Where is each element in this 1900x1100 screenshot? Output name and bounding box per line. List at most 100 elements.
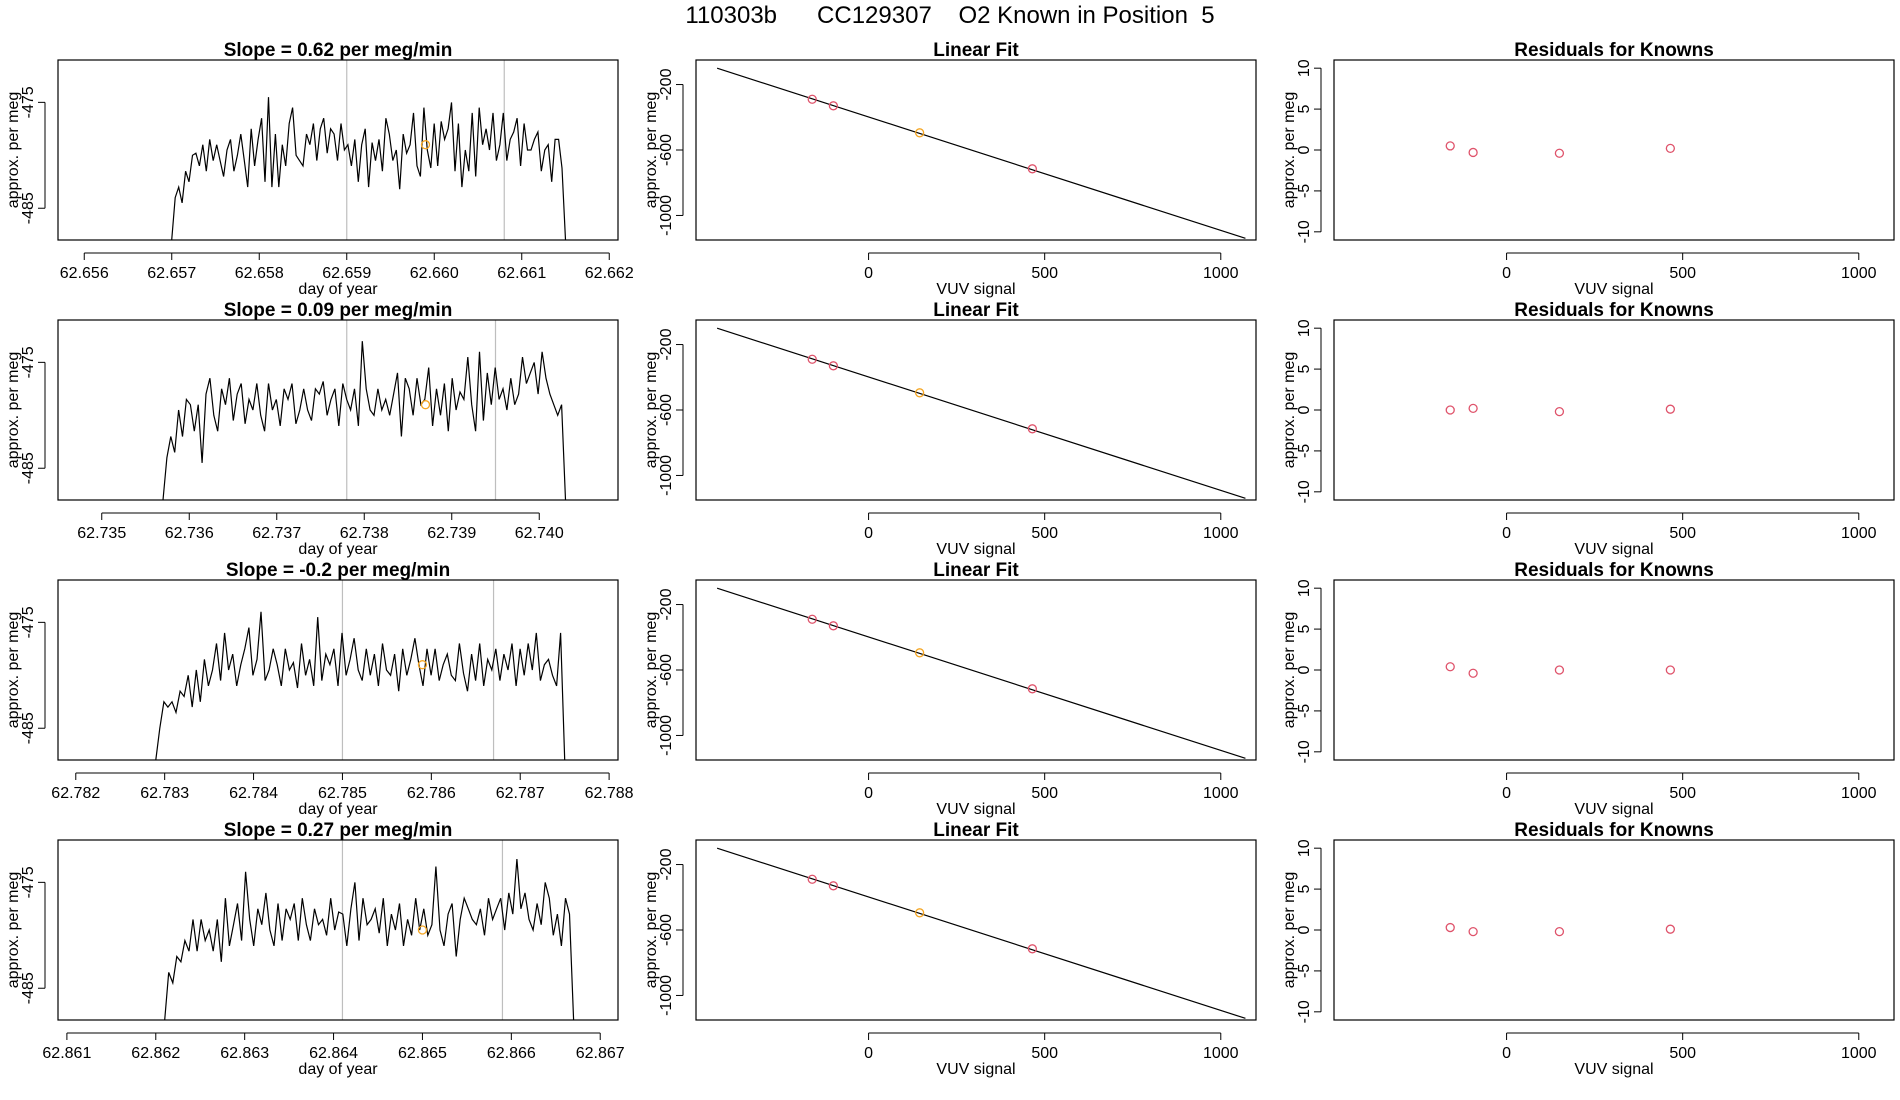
y-axis-label: approx. per meg bbox=[643, 612, 660, 729]
x-tick-label: 62.783 bbox=[140, 785, 189, 802]
x-tick-label: 62.784 bbox=[229, 785, 278, 802]
fit-line bbox=[716, 587, 1246, 759]
y-tick-label: -485 bbox=[20, 972, 37, 1004]
chart-title: Slope = 0.62 per meg/min bbox=[224, 40, 453, 61]
known-point bbox=[1445, 405, 1455, 415]
x-tick-label: 62.658 bbox=[235, 265, 284, 282]
x-tick-label: 62.866 bbox=[487, 1045, 536, 1062]
known-point bbox=[1027, 164, 1038, 174]
plot-area bbox=[162, 341, 567, 500]
chart-panel: Linear Fit 0 500 1000 VUV signal -1000 -600 -20… bbox=[643, 820, 1257, 1078]
known-point bbox=[828, 621, 839, 631]
x-tick-label: 0 bbox=[864, 525, 873, 542]
known-point bbox=[828, 881, 839, 891]
known-point bbox=[1665, 143, 1676, 154]
x-axis-label: day of year bbox=[298, 281, 378, 298]
y-tick-label: -475 bbox=[20, 866, 37, 898]
x-tick-label: 500 bbox=[1031, 265, 1058, 282]
y-axis-label: approx. per meg bbox=[1281, 92, 1298, 209]
series-line bbox=[171, 97, 567, 240]
x-axis-label: day of year bbox=[298, 801, 378, 818]
known-point bbox=[807, 94, 817, 104]
sample-point bbox=[914, 648, 925, 658]
known-point bbox=[807, 614, 817, 624]
plot-frame bbox=[1333, 579, 1895, 761]
y-tick-label: -200 bbox=[658, 68, 675, 100]
y-axis-label: approx. per meg bbox=[643, 92, 660, 209]
y-tick-label: -475 bbox=[20, 86, 37, 118]
known-point bbox=[1665, 665, 1676, 675]
x-tick-label: 0 bbox=[864, 1045, 873, 1062]
chart-panel: Slope = -0.2 per meg/min 62.782 62.783 62.7… bbox=[5, 560, 634, 818]
y-tick-label: 0 bbox=[1296, 405, 1313, 414]
x-tick-label: 1000 bbox=[1841, 1045, 1877, 1062]
x-tick-label: 62.660 bbox=[410, 265, 459, 282]
chart-title: Residuals for Knowns bbox=[1514, 820, 1714, 841]
chart-panel: Residuals for Knowns 0 500 1000 VUV signal -1… bbox=[1281, 300, 1895, 558]
y-tick-label: -200 bbox=[658, 328, 675, 360]
x-tick-label: 0 bbox=[1502, 525, 1511, 542]
y-tick-label: -5 bbox=[1296, 184, 1313, 198]
known-point bbox=[1445, 922, 1455, 933]
y-tick-label: 0 bbox=[1296, 665, 1313, 674]
known-point bbox=[1468, 668, 1478, 678]
x-tick-label: 62.867 bbox=[576, 1045, 625, 1062]
x-tick-label: 62.737 bbox=[252, 525, 301, 542]
chart-title: Slope = 0.27 per meg/min bbox=[224, 820, 453, 841]
y-axis-label: approx. per meg bbox=[5, 612, 22, 729]
y-tick-label: -485 bbox=[20, 712, 37, 744]
x-tick-label: 500 bbox=[1031, 525, 1058, 542]
x-tick-label: 500 bbox=[1031, 785, 1058, 802]
y-tick-label: 10 bbox=[1296, 579, 1313, 597]
chart-panel: Residuals for Knowns 0 500 1000 VUV signal -1… bbox=[1281, 820, 1895, 1078]
x-tick-label: 62.864 bbox=[309, 1045, 358, 1062]
known-point bbox=[1468, 403, 1478, 414]
x-tick-label: 62.862 bbox=[131, 1045, 180, 1062]
y-tick-label: -485 bbox=[20, 192, 37, 224]
plot-frame bbox=[695, 319, 1257, 501]
y-tick-label: -5 bbox=[1296, 444, 1313, 458]
x-tick-label: 62.786 bbox=[407, 785, 456, 802]
x-tick-label: 500 bbox=[1669, 785, 1696, 802]
y-tick-label: -5 bbox=[1296, 704, 1313, 718]
y-tick-label: -1000 bbox=[658, 975, 675, 1016]
y-tick-label: -10 bbox=[1296, 480, 1313, 503]
y-tick-label: 5 bbox=[1296, 625, 1313, 634]
x-axis-label: VUV signal bbox=[936, 1061, 1015, 1078]
known-point bbox=[828, 101, 839, 111]
plot-area bbox=[1445, 662, 1676, 678]
y-tick-label: -600 bbox=[658, 914, 675, 946]
plot-area bbox=[171, 97, 567, 240]
x-axis-label: VUV signal bbox=[1574, 541, 1653, 558]
known-point bbox=[1027, 424, 1038, 434]
known-point bbox=[1445, 662, 1455, 672]
y-axis-label: approx. per meg bbox=[643, 352, 660, 469]
chart-panel: Residuals for Knowns 0 500 1000 VUV signal -1… bbox=[1281, 560, 1895, 818]
plot-frame bbox=[57, 59, 619, 241]
plot-area bbox=[164, 859, 575, 1020]
y-axis-label: approx. per meg bbox=[1281, 352, 1298, 469]
x-tick-label: 62.656 bbox=[60, 265, 109, 282]
known-point bbox=[1554, 406, 1565, 417]
x-tick-label: 1000 bbox=[1203, 525, 1239, 542]
y-tick-label: 5 bbox=[1296, 105, 1313, 114]
known-point bbox=[1027, 944, 1038, 954]
chart-panel: Linear Fit 0 500 1000 VUV signal -1000 -600 -20… bbox=[643, 560, 1257, 818]
sample-point bbox=[420, 400, 431, 410]
sample-point bbox=[420, 140, 431, 150]
plot-area bbox=[716, 67, 1246, 239]
y-tick-label: -600 bbox=[658, 394, 675, 426]
y-tick-label: -475 bbox=[20, 346, 37, 378]
known-point bbox=[1445, 141, 1455, 151]
x-tick-label: 62.657 bbox=[147, 265, 196, 282]
series-line bbox=[162, 341, 567, 500]
x-tick-label: 62.787 bbox=[496, 785, 545, 802]
x-tick-label: 62.865 bbox=[398, 1045, 447, 1062]
known-point bbox=[1554, 665, 1565, 675]
x-tick-label: 0 bbox=[864, 265, 873, 282]
plot-area bbox=[716, 847, 1246, 1019]
x-tick-label: 62.662 bbox=[585, 265, 634, 282]
plot-frame bbox=[695, 839, 1257, 1021]
x-axis-label: VUV signal bbox=[1574, 1061, 1653, 1078]
chart-panel: Linear Fit 0 500 1000 VUV signal -1000 -600 -20… bbox=[643, 300, 1257, 558]
